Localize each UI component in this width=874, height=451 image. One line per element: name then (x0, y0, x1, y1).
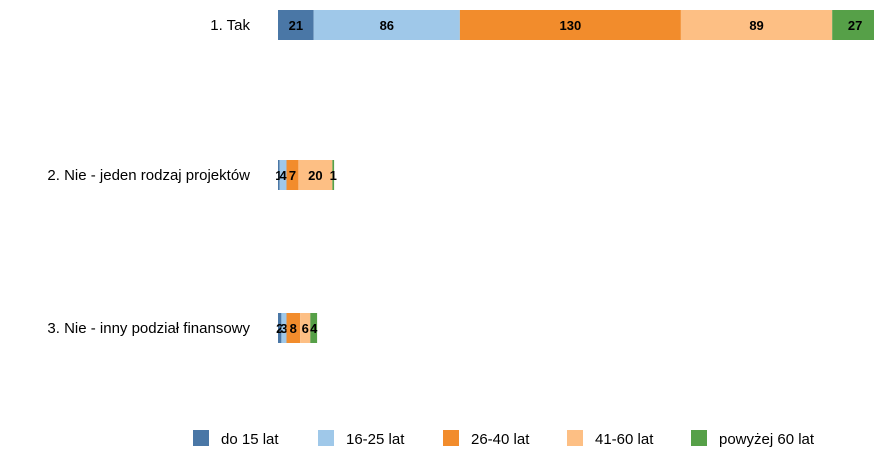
bar-segment (300, 313, 311, 343)
value-label: 1 (330, 168, 337, 183)
value-label: 7 (289, 168, 296, 183)
bar-segment (281, 313, 287, 343)
value-label: 86 (380, 18, 394, 33)
value-label: 1 (275, 168, 282, 183)
legend-swatch (691, 430, 707, 446)
category-label: 1. Tak (210, 17, 250, 34)
legend-swatch (318, 430, 334, 446)
value-label: 21 (289, 18, 303, 33)
value-label: 130 (560, 18, 582, 33)
bar-segment (313, 10, 460, 40)
value-label: 89 (749, 18, 763, 33)
legend-label: 26-40 lat (471, 431, 530, 448)
value-label: 2 (276, 321, 283, 336)
category-label: 3. Nie - inny podział finansowy (47, 320, 250, 337)
bar-segment (278, 313, 282, 343)
legend-label: 16-25 lat (346, 431, 405, 448)
bar-segment (279, 160, 287, 190)
legend-label: do 15 lat (221, 431, 279, 448)
bar-segment (459, 10, 681, 40)
bar-segment (278, 10, 314, 40)
bar-segment (332, 160, 335, 190)
value-label: 3 (280, 321, 287, 336)
value-label: 27 (848, 18, 862, 33)
value-label: 6 (302, 321, 309, 336)
legend-swatch (443, 430, 459, 446)
bar-segment (278, 160, 280, 190)
legend-label: 41-60 lat (595, 431, 654, 448)
value-label: 8 (290, 321, 297, 336)
bar-segment (680, 10, 833, 40)
bar-segment (310, 313, 318, 343)
bar-segment (286, 313, 301, 343)
category-label: 2. Nie - jeden rodzaj projektów (47, 167, 250, 184)
value-label: 4 (310, 321, 318, 336)
legend-swatch (193, 430, 209, 446)
bar-segment (298, 160, 333, 190)
bar-segment (832, 10, 874, 40)
legend-label: powyżej 60 lat (719, 431, 815, 448)
bar-segment (286, 160, 299, 190)
value-label: 20 (308, 168, 322, 183)
legend-swatch (567, 430, 583, 446)
value-label: 4 (279, 168, 287, 183)
